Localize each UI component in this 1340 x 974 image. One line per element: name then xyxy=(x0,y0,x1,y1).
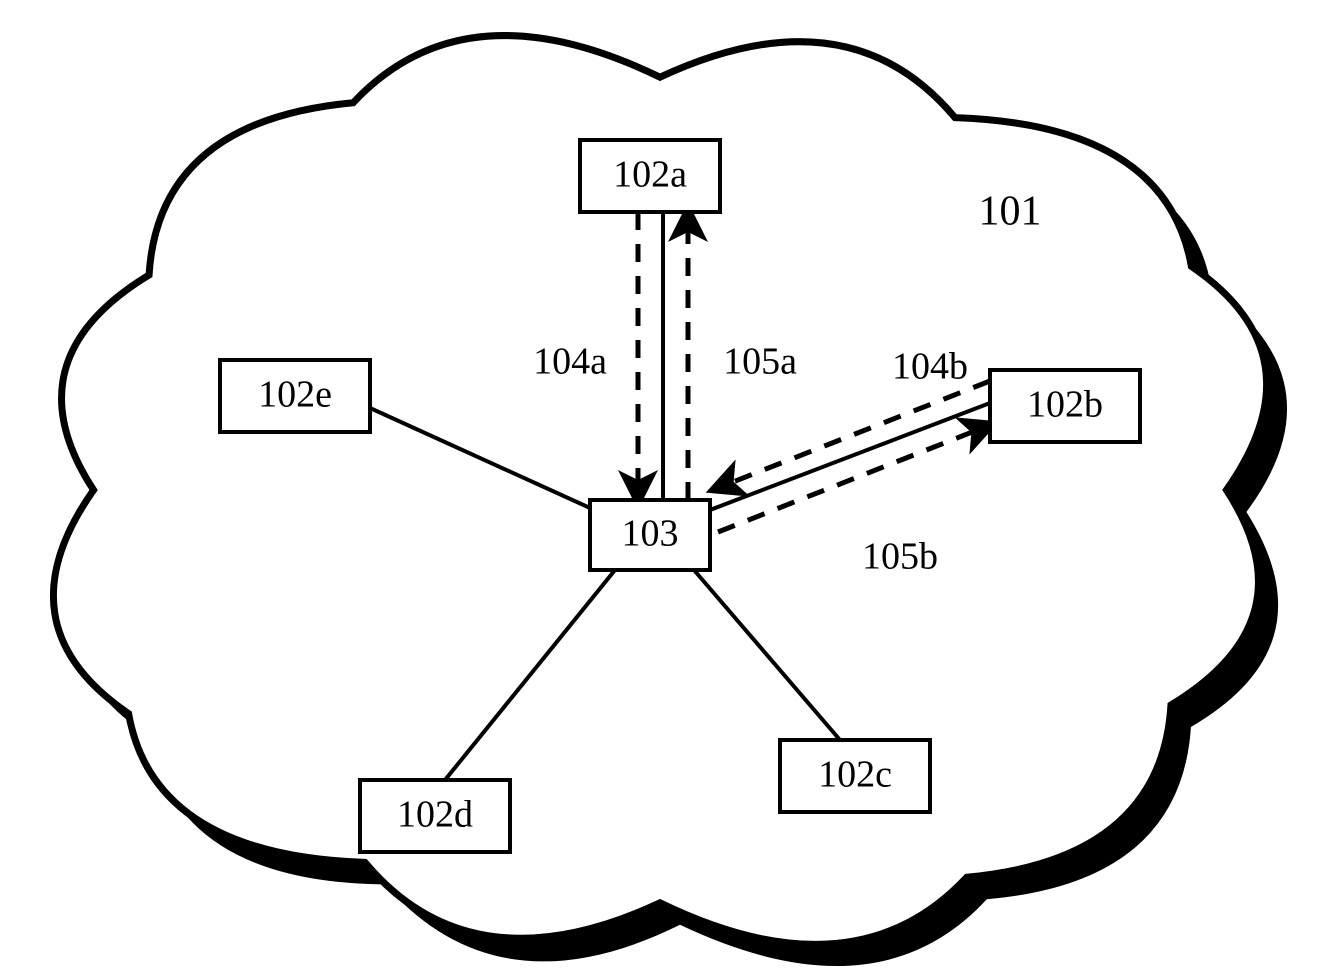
cloud-label: 101 xyxy=(979,189,1042,235)
node-102d: 102d xyxy=(360,780,510,852)
node-102c: 102c xyxy=(780,740,930,812)
node-label-102a: 102a xyxy=(613,154,687,196)
edge-label-105a: 105a xyxy=(723,341,797,383)
node-label-103: 103 xyxy=(622,513,679,555)
node-label-102e: 102e xyxy=(258,374,332,416)
node-102a: 102a xyxy=(580,140,720,212)
edge-label-104a: 104a xyxy=(533,341,607,383)
node-102e: 102e xyxy=(220,360,370,432)
edge-label-105b: 105b xyxy=(862,536,938,578)
node-102b: 102b xyxy=(990,370,1140,442)
edge-label-104b: 104b xyxy=(892,346,968,388)
diagram-canvas: 101 103 102a 102b 102c 102d 102e 104a 105a 104b… xyxy=(0,0,1340,974)
node-103: 103 xyxy=(590,500,710,570)
node-label-102d: 102d xyxy=(397,794,473,836)
node-label-102b: 102b xyxy=(1027,384,1103,426)
node-label-102c: 102c xyxy=(818,754,892,796)
